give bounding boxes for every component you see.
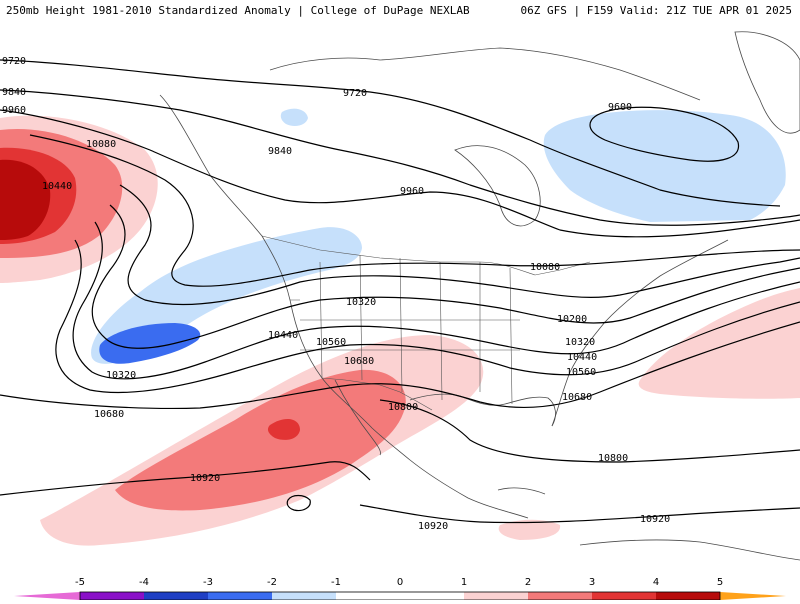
north-america-coastline [159,94,529,519]
colorbar-segment-pos5 [720,592,786,600]
colorbar-tick-pos1: 1 [461,577,467,588]
label-10080-right: 10080 [530,262,560,273]
model-run-info: 06Z GFS | F159 Valid: 21Z TUE APR 01 202… [520,4,792,17]
contour-10920a [0,461,371,496]
anomaly-pos3-mexico [267,418,300,440]
contour-9840 [0,89,800,226]
colorbar-segment-neg2 [208,592,272,600]
label-10320-trough: 10320 [106,370,136,381]
anomaly-pos2-mexico [115,369,406,511]
label-10200: 10200 [557,314,587,325]
label-9840-center: 9840 [268,146,292,157]
anomaly-pos4-gulf-alaska [0,159,51,240]
cuba [497,487,546,495]
colorbar-segment-zero [336,592,464,600]
label-10440-center: 10440 [268,330,298,341]
us-state-lines [290,254,520,405]
contour-10800 [379,399,800,463]
colorbar-segment-neg3 [144,592,208,600]
baja-california [334,379,381,456]
label-10320-center: 10320 [346,297,376,308]
colorbar-tick-neg1: -1 [331,577,341,588]
contour-labels: 9720 9720 9840 9840 9960 9960 9600 10080… [2,56,670,532]
label-10560-center: 10560 [316,337,346,348]
label-10920-right: 10920 [640,514,670,525]
label-10800-center: 10800 [388,402,418,413]
contour-10320 [91,204,800,349]
label-9600: 9600 [608,102,632,113]
colorbar-tick-pos5: 5 [717,577,723,588]
colorbar-segment-pos1 [464,592,528,600]
contour-10680 [0,321,800,410]
negative-anomaly-fills [91,108,786,364]
label-10560-right: 10560 [566,367,596,378]
label-10320-right: 10320 [565,337,595,348]
south-america-coast [579,539,800,561]
colorbar-segment-neg1 [272,592,336,600]
colorbar-svg: -5 -4 -3 -2 -1 0 1 2 3 4 5 [14,577,786,601]
map-canvas: 9720 9720 9840 9840 9960 9960 9600 10080… [0,31,800,561]
hudson-bay [454,145,541,227]
label-10080-left: 10080 [86,139,116,150]
contour-10560 [55,239,800,394]
contour-9720 [0,59,781,207]
anomaly-map: 9720 9720 9840 9840 9960 9960 9600 10080… [0,22,800,572]
label-10440-low: 10440 [42,181,72,192]
colorbar-segments [14,591,786,601]
label-10920-left: 10920 [190,473,220,484]
colorbar-segment-pos2 [528,592,592,600]
colorbar-segment-pos3 [592,592,656,600]
label-10680-center: 10680 [344,356,374,367]
us-mexico-border [321,377,433,411]
colorbar-tick-zero: 0 [397,577,403,588]
contour-10920b [359,504,800,524]
positive-anomaly-fills [0,115,800,546]
height-contours [0,59,800,524]
colorbar: -5 -4 -3 -2 -1 0 1 2 3 4 5 [0,572,800,601]
canadian-arctic [269,47,701,101]
label-9720-left: 9720 [2,56,26,67]
label-9720-center: 9720 [343,88,367,99]
contour-9960 [0,109,800,238]
label-10680-right: 10680 [562,392,592,403]
anomaly-neg1-small [280,108,308,126]
label-9960-center: 9960 [400,186,424,197]
colorbar-ticks: -5 -4 -3 -2 -1 0 1 2 3 4 5 [75,577,723,588]
colorbar-tick-neg3: -3 [203,577,213,588]
colorbar-tick-pos4: 4 [653,577,659,588]
map-title: 250mb Height 1981-2010 Standardized Anom… [6,4,470,17]
colorbar-segment-neg5 [14,592,80,600]
greenland [734,31,800,134]
contour-10080 [29,134,800,287]
colorbar-tick-neg2: -2 [267,577,277,588]
label-10800-right: 10800 [598,453,628,464]
contour-small-closed [286,494,311,512]
anomaly-pos1-atlantic [638,288,800,399]
contour-10200 [119,184,800,306]
contour-10440 [72,221,800,380]
anomaly-neg1-canada [543,110,786,222]
anomaly-neg2-pacific [99,323,201,364]
label-10680-left: 10680 [94,409,124,420]
contour-9600 [589,106,740,162]
colorbar-tick-neg4: -4 [139,577,149,588]
label-9840-left: 9840 [2,87,26,98]
colorbar-segment-pos4 [656,592,720,600]
colorbar-tick-pos2: 2 [525,577,531,588]
colorbar-tick-pos3: 3 [589,577,595,588]
label-9960-left: 9960 [2,105,26,116]
colorbar-tick-neg5: -5 [75,577,85,588]
anomaly-pos1-caribbean [498,519,561,540]
label-10440-right: 10440 [567,352,597,363]
label-10920-center: 10920 [418,521,448,532]
colorbar-segment-neg4 [80,592,144,600]
